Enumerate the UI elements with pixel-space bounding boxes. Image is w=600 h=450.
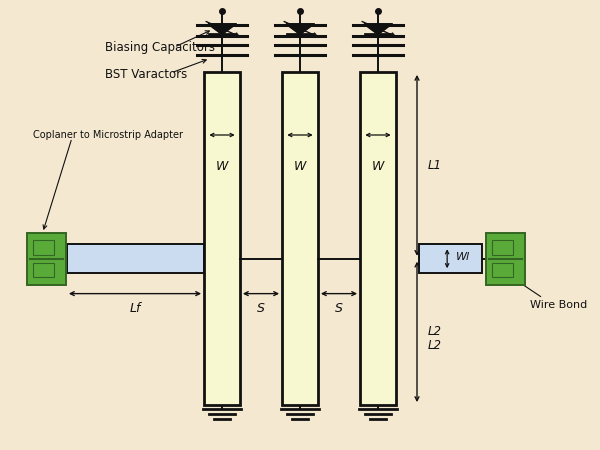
Polygon shape — [209, 24, 235, 34]
Bar — [33, 263, 54, 277]
Text: Biasing Capacitors: Biasing Capacitors — [105, 41, 215, 54]
Bar — [282, 72, 318, 405]
Text: S: S — [257, 302, 265, 315]
Text: W: W — [294, 160, 306, 173]
Text: S: S — [335, 302, 343, 315]
Text: L1: L1 — [428, 159, 442, 172]
Text: BST Varactors: BST Varactors — [105, 68, 187, 81]
Text: Coplaner to Microstrip Adapter: Coplaner to Microstrip Adapter — [33, 130, 183, 140]
Text: L2: L2 — [428, 325, 442, 338]
Text: W: W — [372, 160, 384, 173]
Polygon shape — [287, 24, 313, 34]
Bar — [486, 233, 525, 285]
Text: Wl: Wl — [456, 252, 470, 261]
Text: Wire Bond: Wire Bond — [530, 301, 587, 310]
Text: Lf: Lf — [130, 302, 140, 315]
Bar — [27, 233, 66, 285]
Bar — [360, 72, 396, 405]
Bar — [492, 263, 514, 277]
Polygon shape — [365, 24, 391, 34]
Bar — [419, 244, 482, 274]
Bar — [492, 240, 514, 255]
Bar — [67, 244, 204, 274]
Text: W: W — [216, 160, 228, 173]
Bar — [204, 72, 240, 405]
Text: L2: L2 — [428, 339, 442, 352]
Bar — [33, 240, 54, 255]
